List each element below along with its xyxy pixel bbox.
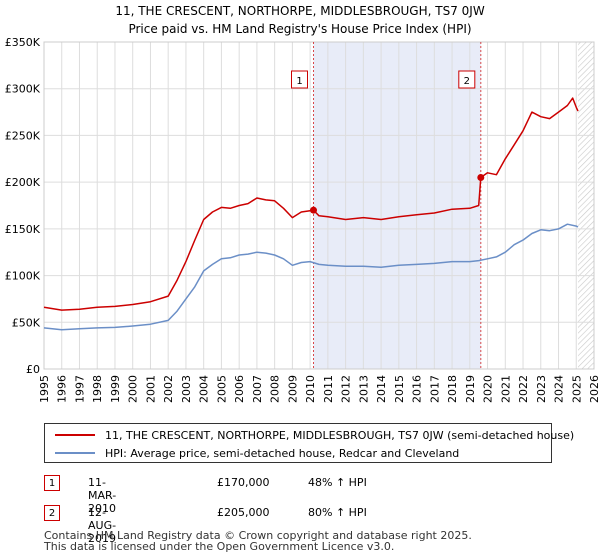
y-tick-label: £0 bbox=[26, 363, 40, 376]
transaction-hpi-change: 80% ↑ HPI bbox=[308, 506, 367, 519]
x-tick-label: 2017 bbox=[428, 375, 441, 403]
x-tick-label: 2026 bbox=[588, 375, 600, 403]
transaction-date: 12-AUG-2019 bbox=[88, 506, 117, 545]
x-tick-label: 2007 bbox=[251, 375, 264, 403]
y-tick-label: £150K bbox=[5, 223, 41, 236]
chart-subtitle: Price paid vs. HM Land Registry's House … bbox=[128, 22, 471, 36]
x-tick-label: 1998 bbox=[91, 375, 104, 403]
legend-item-property: 11, THE CRESCENT, NORTHORPE, MIDDLESBROU… bbox=[55, 426, 574, 444]
x-tick-label: 2005 bbox=[215, 375, 228, 403]
x-tick-label: 2019 bbox=[464, 375, 477, 403]
hpi-line bbox=[43, 223, 579, 331]
legend-item-hpi: HPI: Average price, semi-detached house,… bbox=[55, 444, 459, 462]
y-tick-label: £50K bbox=[12, 316, 41, 329]
transaction-label: 2 bbox=[464, 76, 470, 87]
legend: 11, THE CRESCENT, NORTHORPE, MIDDLESBROU… bbox=[44, 423, 574, 463]
property-price-line bbox=[43, 97, 579, 311]
x-tick-label: 2000 bbox=[127, 375, 140, 403]
x-tick-label: 2009 bbox=[286, 375, 299, 403]
x-tick-label: 1995 bbox=[38, 375, 51, 403]
x-tick-label: 1999 bbox=[109, 375, 122, 403]
y-tick-label: £300K bbox=[5, 83, 41, 96]
x-tick-label: 2016 bbox=[411, 375, 424, 403]
transaction-number-badge: 1 bbox=[44, 475, 60, 491]
x-tick-label: 2008 bbox=[269, 375, 282, 403]
x-tick-label: 2012 bbox=[340, 375, 353, 403]
x-tick-label: 1996 bbox=[56, 375, 69, 403]
x-tick-label: 2006 bbox=[233, 375, 246, 403]
forecast-hatch bbox=[578, 42, 594, 369]
x-tick-label: 2023 bbox=[535, 375, 548, 403]
legend-label-hpi: HPI: Average price, semi-detached house,… bbox=[105, 446, 460, 460]
chart-title: 11, THE CRESCENT, NORTHORPE, MIDDLESBROU… bbox=[115, 4, 485, 18]
transaction-label: 1 bbox=[296, 76, 302, 87]
y-tick-label: £200K bbox=[5, 176, 41, 189]
transaction-number-badge: 2 bbox=[44, 505, 60, 521]
y-tick-label: £350K bbox=[5, 36, 41, 49]
y-tick-label: £100K bbox=[5, 270, 41, 283]
chart: 11, THE CRESCENT, NORTHORPE, MIDDLESBROU… bbox=[5, 4, 600, 403]
transaction-price: £205,000 bbox=[217, 506, 270, 519]
x-tick-label: 2014 bbox=[375, 375, 388, 403]
x-tick-label: 2002 bbox=[162, 375, 175, 403]
x-tick-label: 2003 bbox=[180, 375, 193, 403]
legend-swatch-hpi bbox=[55, 452, 95, 454]
footer-copyright: Contains HM Land Registry data © Crown c… bbox=[44, 529, 472, 542]
transaction-label-box bbox=[458, 70, 476, 89]
x-tick-label: 2015 bbox=[393, 375, 406, 403]
y-tick-label: £250K bbox=[5, 129, 41, 142]
plot-frame bbox=[43, 41, 595, 370]
x-tick-label: 2013 bbox=[357, 375, 370, 403]
legend-swatch-property bbox=[55, 434, 95, 436]
x-tick-label: 2004 bbox=[198, 375, 211, 403]
x-tick-label: 2021 bbox=[499, 375, 512, 403]
footer-licence: This data is licensed under the Open Gov… bbox=[44, 540, 395, 553]
transaction-row: 1 11-MAR-2010 £170,000 48% ↑ HPI bbox=[44, 473, 367, 515]
x-tick-label: 2024 bbox=[553, 375, 566, 403]
transaction-row: 2 12-AUG-2019 £205,000 80% ↑ HPI bbox=[44, 503, 367, 545]
shaded-period bbox=[313, 42, 481, 369]
transaction-date: 11-MAR-2010 bbox=[88, 476, 117, 515]
x-tick-label: 2018 bbox=[446, 375, 459, 403]
transaction-point bbox=[310, 206, 317, 214]
x-tick-label: 2025 bbox=[570, 375, 583, 403]
x-tick-label: 2011 bbox=[322, 375, 335, 403]
footer: Contains HM Land Registry data © Crown c… bbox=[44, 530, 472, 552]
x-tick-label: 2010 bbox=[304, 375, 317, 403]
legend-label-property: 11, THE CRESCENT, NORTHORPE, MIDDLESBROU… bbox=[105, 428, 575, 442]
x-tick-label: 2001 bbox=[144, 375, 157, 403]
x-tick-label: 2022 bbox=[517, 375, 530, 403]
transaction-hpi-change: 48% ↑ HPI bbox=[308, 476, 367, 489]
transaction-price: £170,000 bbox=[217, 476, 270, 489]
chart-svg: 11, THE CRESCENT, NORTHORPE, MIDDLESBROU… bbox=[5, 4, 600, 403]
x-tick-label: 1997 bbox=[73, 375, 86, 403]
x-tick-label: 2020 bbox=[482, 375, 495, 403]
transaction-label-box bbox=[291, 70, 308, 89]
transaction-point bbox=[477, 173, 485, 181]
